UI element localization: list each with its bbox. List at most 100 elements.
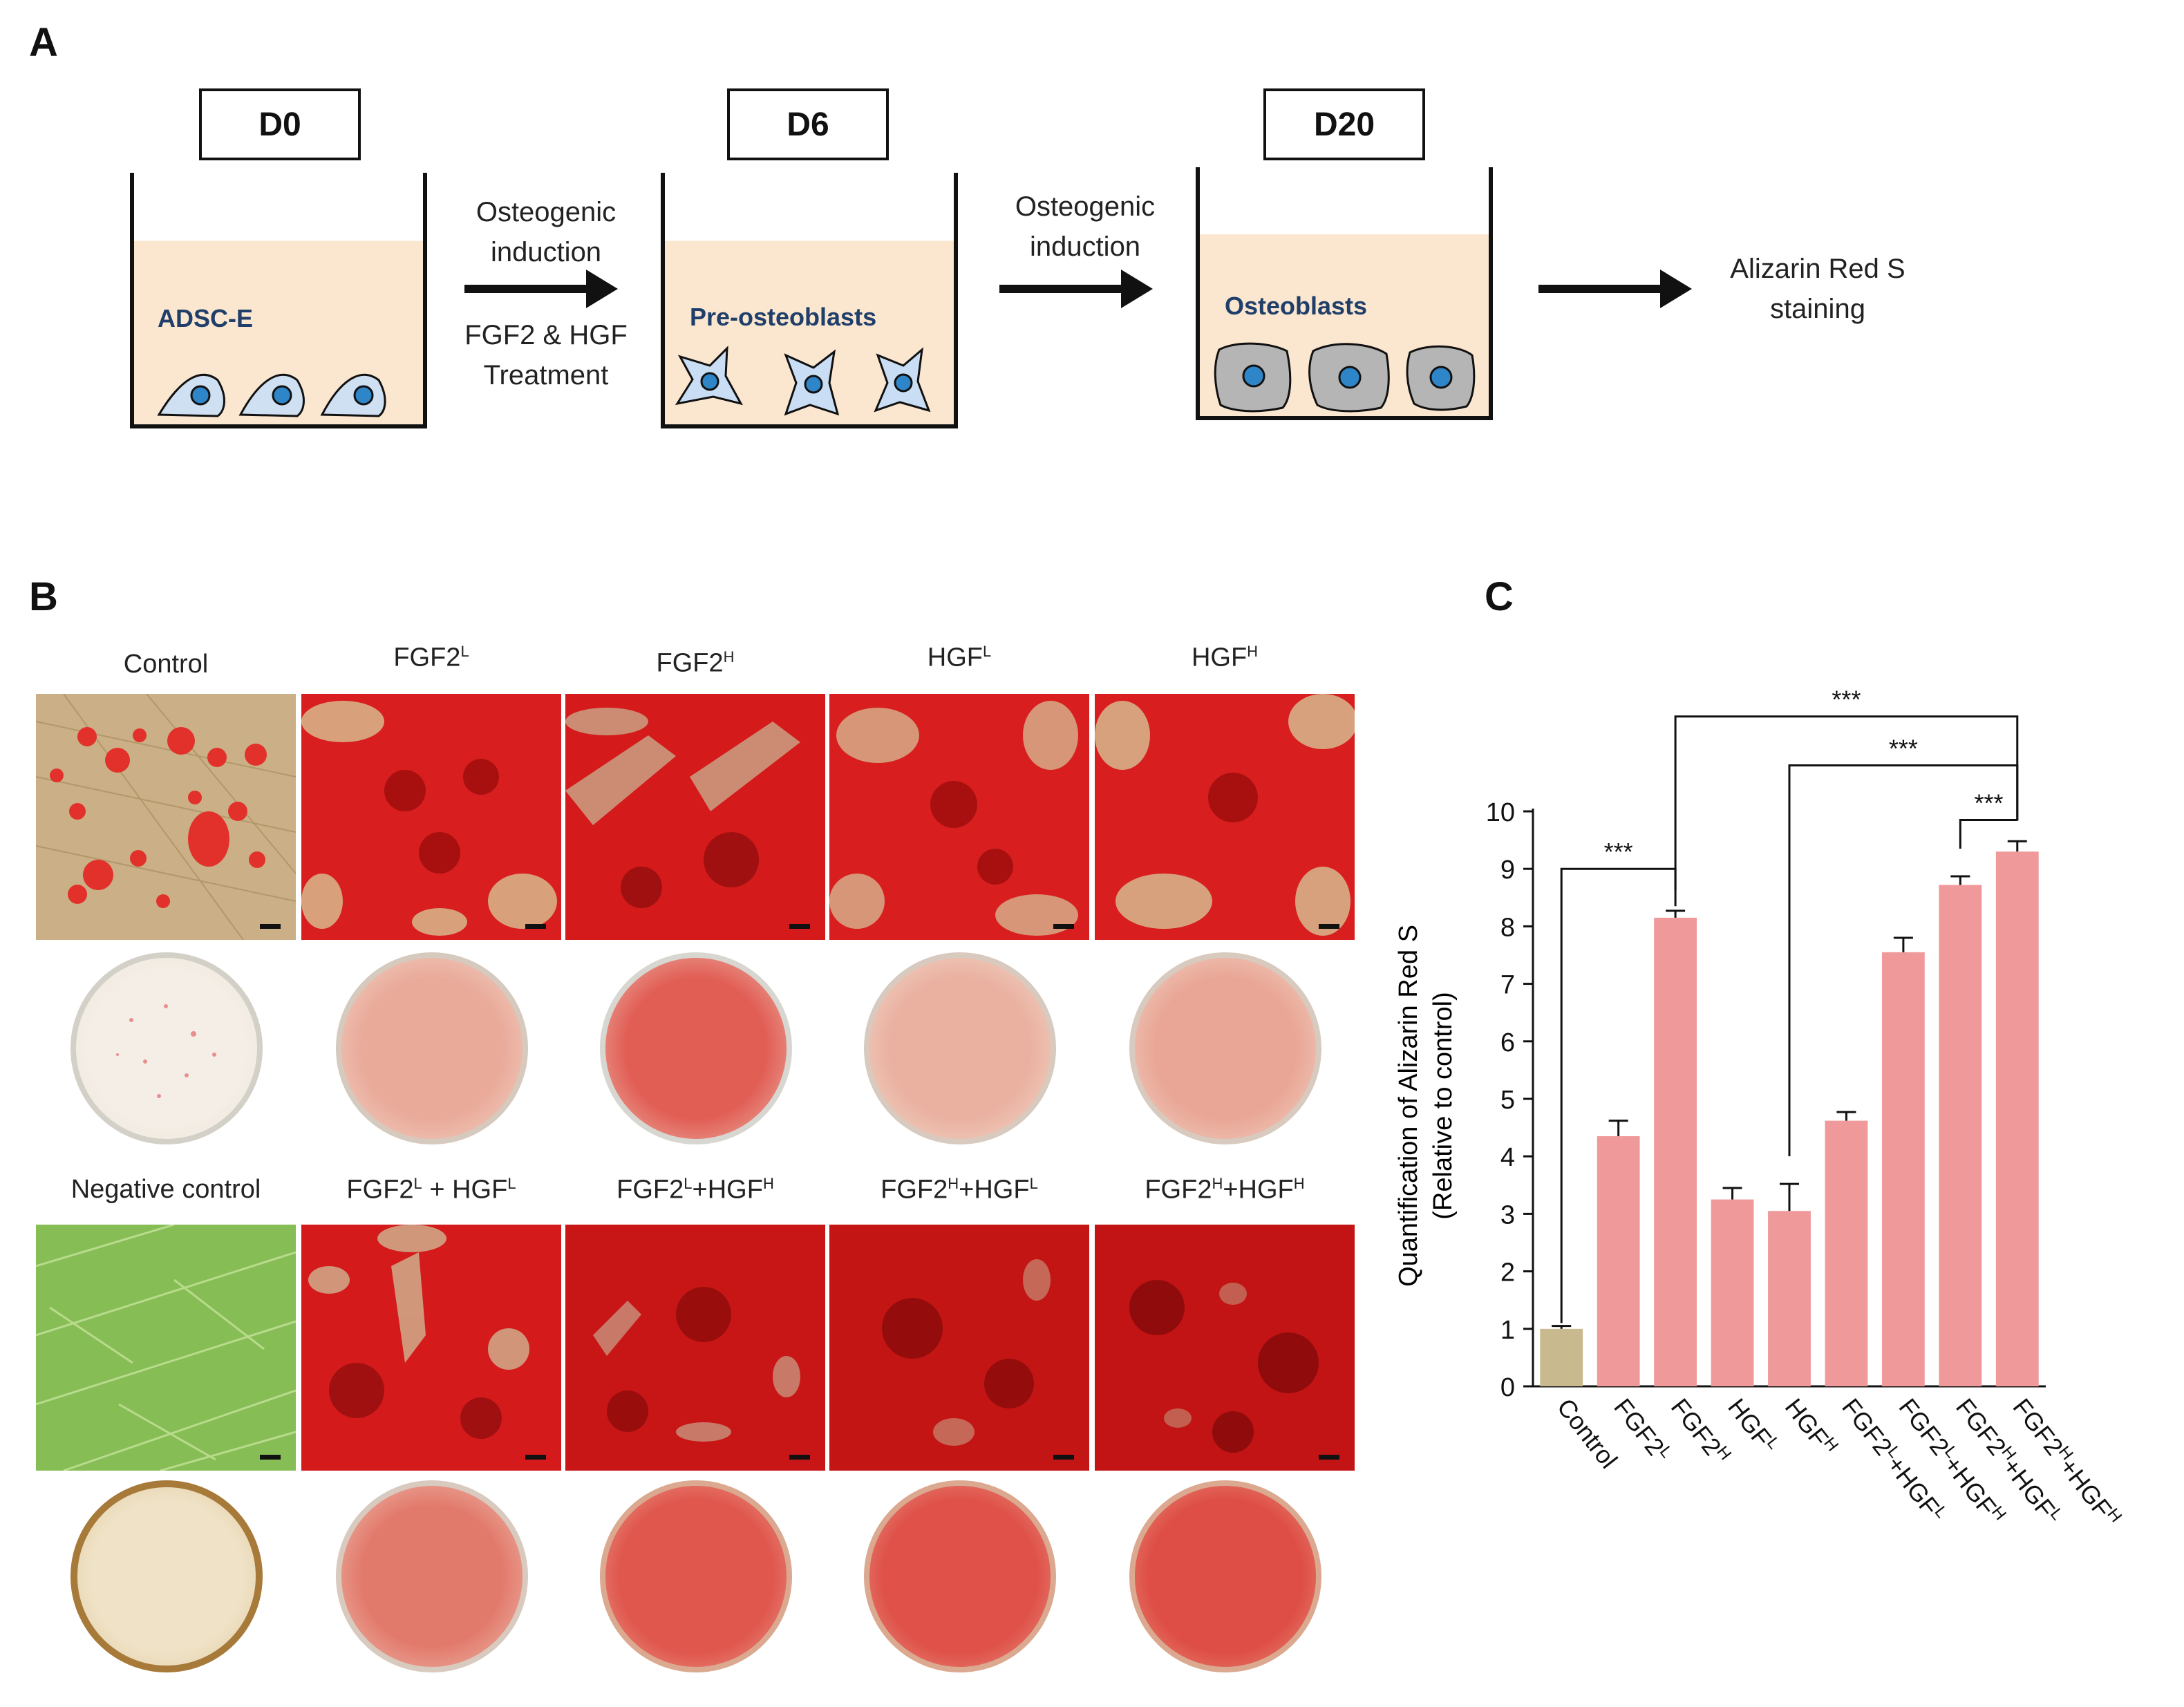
scale-bar	[260, 1455, 281, 1460]
dish-label-adsc: ADSC-E	[158, 304, 254, 332]
row2-title-1-p2: + HGF	[422, 1175, 508, 1205]
scale-bar	[260, 924, 281, 929]
step1-line4: Treatment	[483, 360, 609, 390]
x-tick-label: Control	[1552, 1393, 1623, 1474]
y-tick-label: 4	[1500, 1143, 1515, 1172]
micrograph-fgf2-l	[301, 694, 561, 940]
x-tick-label: FGF2L+HGFL	[1836, 1393, 1951, 1528]
arrow-final	[1538, 270, 1692, 308]
bar	[1768, 1211, 1811, 1386]
significance-bracket	[1788, 764, 2019, 1157]
bar	[1995, 851, 2039, 1386]
row1-title-4-base: HGF	[1191, 643, 1248, 672]
step2-text: Osteogenic induction	[975, 187, 1196, 267]
y-tick-label: 6	[1500, 1028, 1515, 1057]
row2-title-1-p0: FGF2	[346, 1175, 414, 1205]
x-tick-label: FGF2H	[1666, 1393, 1735, 1470]
scale-bar	[525, 1455, 546, 1460]
y-tick-label: 5	[1500, 1086, 1515, 1115]
row2-title-1-p1: L	[413, 1175, 422, 1192]
bar	[1540, 1328, 1583, 1386]
row1-title-4: HGFH	[1095, 643, 1355, 673]
well-hgf-l	[864, 952, 1056, 1144]
significance-stars: ***	[1832, 686, 1861, 714]
panel-label-c: C	[1485, 574, 1514, 619]
scale-bar	[1053, 1455, 1074, 1460]
y-tick-label: 10	[1486, 798, 1515, 827]
step1-line3: FGF2 & HGF	[464, 320, 628, 350]
y-tick-label: 9	[1500, 856, 1515, 885]
arrow-step1	[464, 270, 618, 308]
panel-label-b: B	[29, 574, 58, 619]
row2-title-4-p2: +HGF	[1223, 1175, 1294, 1205]
bar-chart: Quantification of Alizarin Red S (Relati…	[1394, 686, 2126, 1528]
micrograph-control	[36, 694, 296, 940]
day-box-d20: D20	[1263, 88, 1425, 160]
micrograph-fgf2-h	[565, 694, 825, 940]
step1-text: Osteogenic induction	[435, 192, 657, 272]
significance-bracket	[1674, 715, 2019, 907]
well-fgf2l-hgfl	[336, 1480, 528, 1672]
row1-title-1-base: FGF2	[393, 643, 461, 672]
micrograph-fgf2l-hgfl	[301, 1225, 561, 1471]
y-tick-label: 1	[1500, 1316, 1515, 1345]
row2-title-3-p1: H	[948, 1175, 959, 1192]
micrograph-fgf2h-hgfh	[1095, 1225, 1355, 1471]
micrograph-negative-control	[36, 1225, 296, 1471]
row1-title-1: FGF2L	[301, 643, 561, 673]
scale-bar	[1053, 924, 1074, 929]
row2-title-3-p0: FGF2	[881, 1175, 948, 1205]
row2-title-2-p0: FGF2	[616, 1175, 684, 1205]
micrograph-hgf-l	[829, 694, 1089, 940]
y-tick-label: 2	[1500, 1258, 1515, 1288]
bar	[1881, 952, 1925, 1386]
row2-title-2: FGF2L+HGFH	[565, 1175, 825, 1205]
well-fgf2-l	[336, 952, 528, 1144]
day-box-d6: D6	[727, 88, 889, 160]
micrograph-fgf2h-hgfl	[829, 1225, 1089, 1471]
arrow-step2	[999, 270, 1153, 308]
well-hgf-h	[1129, 952, 1321, 1144]
y-tick-label: 8	[1500, 913, 1515, 942]
row1-title-2: FGF2H	[565, 648, 825, 679]
bar	[1597, 1136, 1640, 1386]
panel-label-a: A	[29, 20, 58, 65]
row1-title-0-base: Control	[123, 650, 209, 679]
preosteoblast-cells-illustration	[675, 346, 931, 416]
well-negative-control	[70, 1480, 263, 1672]
row1-title-3-base: HGF	[927, 643, 983, 672]
row2-title-2-p3: H	[762, 1175, 774, 1192]
row1-title-2-sup: H	[723, 648, 735, 666]
final-text: Alizarin Red S staining	[1686, 249, 1949, 329]
row1-title-2-base: FGF2	[656, 648, 724, 678]
micrograph-hgf-h	[1095, 694, 1355, 940]
significance-stars: ***	[1604, 838, 1633, 866]
step1-treatment: FGF2 & HGF Treatment	[435, 315, 657, 395]
micrograph-fgf2l-hgfh	[565, 1225, 825, 1471]
significance-stars: ***	[1889, 734, 1918, 762]
osteoblast-cells-illustration	[1214, 342, 1476, 413]
row2-title-3: FGF2H+HGFL	[829, 1175, 1089, 1205]
scale-bar	[789, 1455, 810, 1460]
scale-bar	[789, 924, 810, 929]
well-control	[70, 952, 263, 1144]
row2-title-0: Negative control	[36, 1175, 296, 1205]
bar	[1711, 1199, 1754, 1386]
row2-title-2-p1: L	[684, 1175, 693, 1192]
well-fgf2h-hgfh	[1129, 1480, 1321, 1672]
row2-title-2-p2: +HGF	[692, 1175, 763, 1205]
well-fgf2-h	[600, 952, 792, 1144]
bar	[1825, 1120, 1868, 1386]
row1-title-3-sup: L	[982, 643, 992, 660]
row2-title-1: FGF2L + HGFL	[301, 1175, 561, 1205]
y-axis-label: Quantification of Alizarin Red S	[1394, 925, 1423, 1287]
scale-bar	[1319, 924, 1339, 929]
day-box-d0: D0	[199, 88, 361, 160]
row2-title-4-p3: H	[1293, 1175, 1305, 1192]
final-line1: Alizarin Red S	[1730, 254, 1905, 284]
row2-title-4: FGF2H+HGFH	[1095, 1175, 1355, 1205]
step2-line2: induction	[1029, 232, 1141, 262]
scale-bar	[1319, 1455, 1339, 1460]
row1-title-0: Control	[36, 650, 296, 679]
adsc-cells-illustration	[157, 373, 386, 417]
